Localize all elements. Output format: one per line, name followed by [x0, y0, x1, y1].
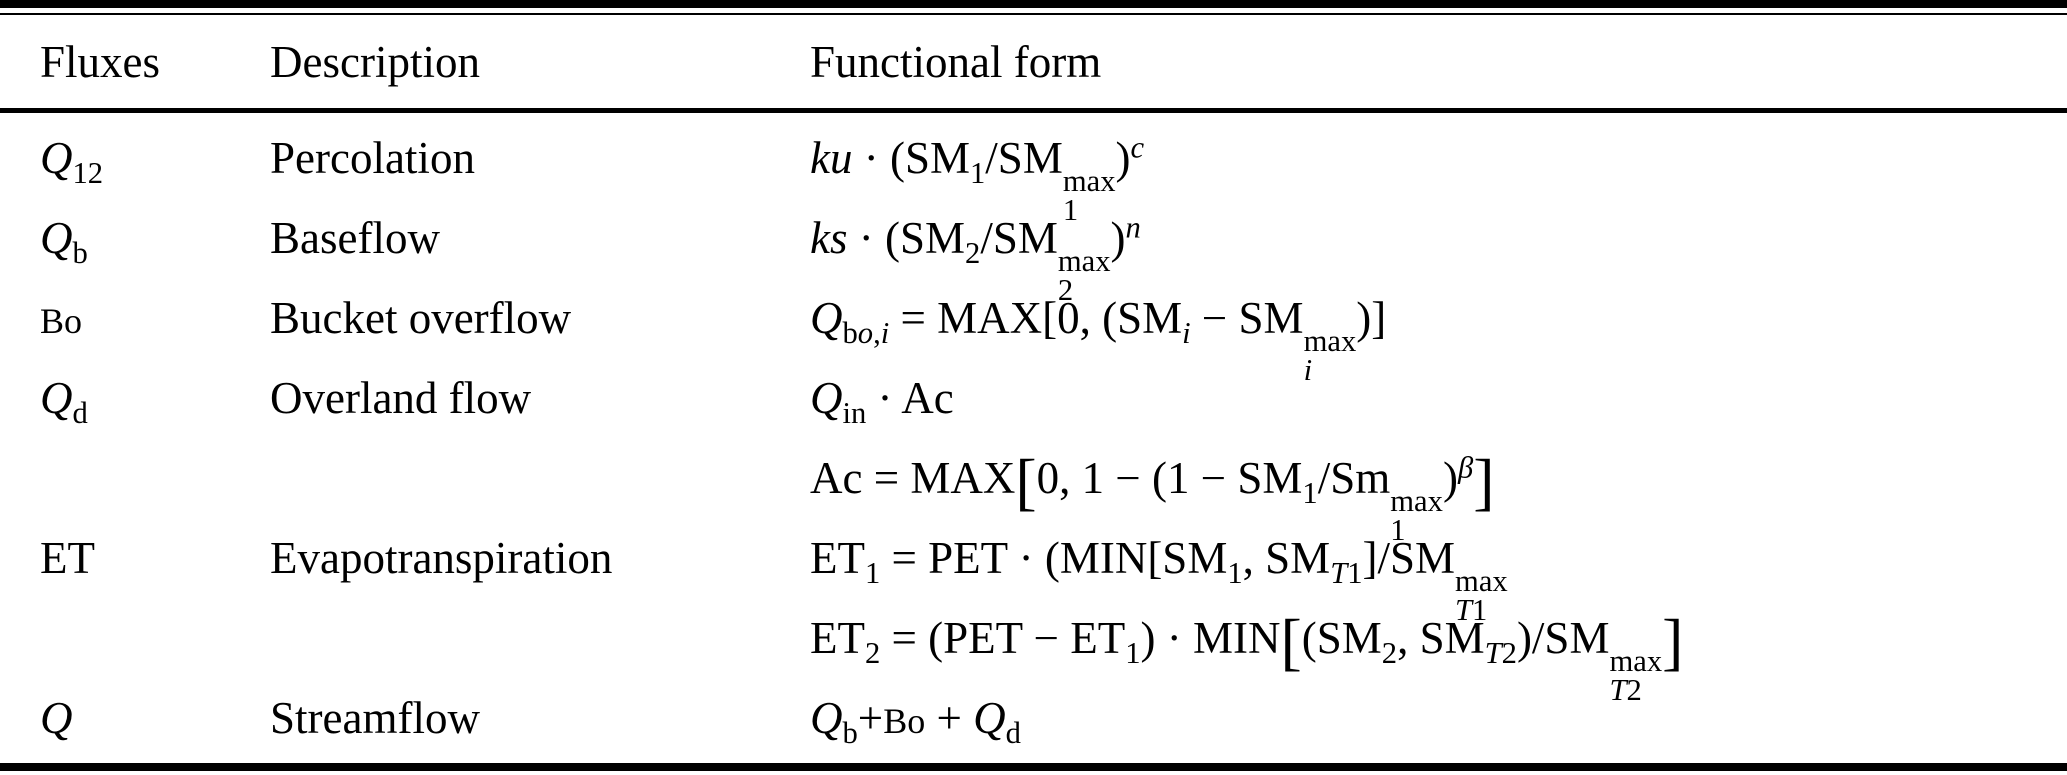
table-row: Q Streamflow Qb+Bo + Qd [0, 678, 2067, 758]
table-row: Q12 Percolation ku · (SM1/SM max 1)c [0, 118, 2067, 227]
formula-line: ku · (SM1/SM max 1)c [810, 130, 1145, 227]
flux-cell: Qd [40, 373, 88, 430]
table-row: Qd Overland flow Qin · Ac Ac = MAX[0, 1 − (… [0, 358, 2067, 547]
flux-cell: Q12 [40, 133, 104, 190]
description-cell: Baseflow [270, 213, 440, 263]
column-header-description: Description [270, 36, 480, 87]
description-cell: Overland flow [270, 373, 532, 423]
flux-cell: Bo [40, 301, 83, 341]
flux-cell: Q [40, 693, 73, 743]
table-row: ET Evapotranspiration ET1 = PET · (MIN[SM1… [0, 518, 2067, 707]
description-cell: Bucket overflow [270, 293, 572, 343]
formula-cell: ks · (SM2/SM max 2)n [810, 198, 2067, 307]
formula-line: ET1 = PET · (MIN[SM1, SMT1]/SM max T1 [810, 533, 1508, 627]
table-top-rule-thick [0, 0, 2067, 8]
table-header-rule [0, 108, 2067, 113]
formula-line: Qbo,i = MAX[0, (SMi − SM max i)] [810, 293, 1387, 387]
formula-line: ks · (SM2/SM max 2)n [810, 210, 1141, 307]
description-cell: Streamflow [270, 693, 480, 743]
table-row: Bo Bucket overflow Qbo,i = MAX[0, (SMi − S… [0, 278, 2067, 387]
table-row: Qb Baseflow ks · (SM2/SM max 2)n [0, 198, 2067, 307]
formula-line: Ac = MAX[0, 1 − (1 − SM1/Sm max 1)β] [810, 446, 1495, 547]
column-header-fluxes: Fluxes [40, 36, 161, 87]
formula-cell: ET1 = PET · (MIN[SM1, SMT1]/SM max T1 ET2 =… [810, 518, 2067, 707]
formula-cell: Qin · Ac Ac = MAX[0, 1 − (1 − SM1/Sm max 1)… [810, 358, 2067, 547]
table-header-row: Fluxes Description Functional form [0, 15, 2067, 108]
flux-cell: ET [40, 533, 95, 583]
flux-cell: Qb [40, 213, 88, 270]
description-cell: Percolation [270, 133, 475, 183]
description-cell: Evapotranspiration [270, 533, 613, 583]
table-bottom-rule [0, 763, 2067, 771]
column-header-functional-form: Functional form [810, 36, 1102, 87]
formula-cell: Qb+Bo + Qd [810, 678, 2067, 758]
formula-line: Qin · Ac [810, 373, 954, 430]
formula-line: ET2 = (PET − ET1) · MIN[(SM2, SMT2)/SM ma… [810, 606, 1684, 707]
table-body: Q12 Percolation ku · (SM1/SM max 1)c Qb Basefl… [0, 113, 2067, 768]
formula-cell: ku · (SM1/SM max 1)c [810, 118, 2067, 227]
formula-cell: Qbo,i = MAX[0, (SMi − SM max i)] [810, 278, 2067, 387]
table-top-rule-thin [0, 13, 2067, 15]
formula-line: Qb+Bo + Qd [810, 693, 1021, 750]
